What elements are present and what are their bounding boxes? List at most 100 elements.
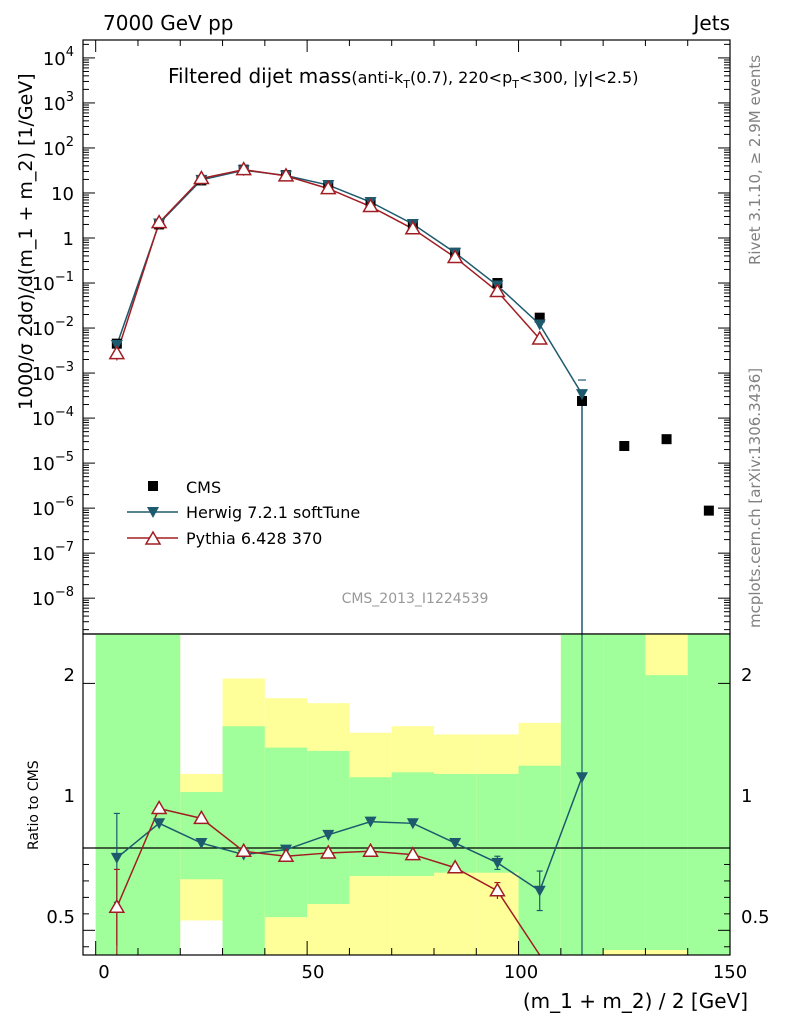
pythia-point	[150, 214, 168, 229]
main-y-tick-label: 10−5	[32, 450, 74, 475]
rivet-label: Rivet 3.1.10, ≥ 2.9M events	[746, 55, 764, 265]
main-series	[108, 161, 714, 634]
ratio-band-inner	[518, 765, 561, 955]
ratio-band-inner	[433, 773, 477, 873]
legend-pythia-label: Pythia 6.428 370	[186, 529, 322, 548]
x-tick-label-100: 100	[504, 962, 538, 983]
pythia-point	[108, 345, 126, 360]
main-y-tick-label: 10−4	[32, 405, 74, 430]
legend-herwig-marker	[147, 507, 159, 518]
legend-cms-marker	[148, 481, 158, 491]
main-y-tick-label: 10−2	[32, 315, 74, 340]
title-sub-sub2: T	[511, 78, 519, 91]
x-tick-label-0: 0	[98, 962, 109, 983]
pythia-ratio-point	[150, 800, 168, 815]
main-y-tick-label: 10−8	[32, 585, 74, 610]
pythia-point	[235, 161, 252, 176]
pythia-point	[489, 282, 506, 298]
ratio-y-label-right-3: 2	[741, 665, 752, 686]
ratio-y-label-3: 2	[64, 665, 75, 686]
herwig-ratio-point	[533, 885, 546, 897]
pythia-ratio-point	[362, 842, 379, 858]
ratio-plot: 0.5 1 2 0.5 1 2 Ratio to CMS 0 50 100 15…	[26, 633, 770, 1013]
herwig-ratio-point	[449, 838, 462, 850]
main-y-tick-label: 104	[43, 45, 74, 70]
main-axis-ticks	[83, 40, 731, 631]
legend: CMS Herwig 7.2.1 softTune Pythia 6.428 3…	[127, 478, 360, 548]
cms-point	[619, 440, 630, 451]
pythia-point	[446, 248, 464, 264]
legend-pythia-marker	[144, 530, 162, 545]
ratio-y-label-right-2: 1	[741, 786, 752, 807]
ratio-y-label-right-1: 0.5	[741, 907, 770, 928]
ratio-band-inner	[645, 675, 688, 951]
herwig-line	[116, 169, 583, 395]
pythia-ratio-point	[193, 809, 210, 825]
herwig-ratio-point	[575, 772, 588, 784]
title-sub: (anti-k	[351, 68, 404, 87]
ratio-band-inner	[307, 750, 350, 904]
main-y-tick-label: 10	[51, 184, 74, 205]
main-y-tick-label: 10−7	[32, 540, 74, 565]
herwig-point	[533, 319, 546, 331]
herwig-ratio-point	[322, 829, 335, 841]
herwig-ratio-point	[195, 838, 208, 850]
cms-point	[703, 505, 714, 516]
main-y-tick-label: 10−6	[32, 495, 74, 520]
pythia-ratio-point	[235, 842, 252, 858]
ratio-series	[108, 634, 588, 956]
main-y-axis-label: 1000/σ 2dσ)/d(m_1 + m_2) [1/GeV]	[15, 73, 37, 410]
pythia-ratio-point	[319, 844, 337, 859]
herwig-ratio-point	[153, 818, 166, 830]
main-y-tick-labels: 10410310210110−110−210−310−410−510−610−7…	[32, 45, 74, 610]
ratio-y-axis-label: Ratio to CMS	[26, 760, 42, 850]
chart-title: Filtered dijet mass(anti-kT(0.7), 220<pT…	[168, 64, 638, 91]
main-frame	[82, 39, 731, 635]
pythia-ratio-point	[404, 846, 422, 861]
pythia-point	[277, 167, 295, 182]
ratio-y-label-1: 0.5	[46, 907, 75, 928]
herwig-ratio-point	[110, 852, 123, 864]
pythia-ratio-point	[446, 859, 464, 874]
ratio-band-inner	[687, 634, 730, 955]
ratio-frame	[82, 633, 731, 956]
pythia-line	[116, 168, 541, 354]
title-sub-mid: (0.7), 220<p	[410, 68, 512, 87]
ratio-bands	[95, 634, 730, 955]
pythia-point	[362, 198, 379, 213]
ratio-y-label-2: 1	[64, 786, 75, 807]
mcplots-label: mcplots.cern.ch [arXiv:1306.3436]	[746, 368, 764, 628]
main-y-tick-label: 102	[43, 135, 74, 160]
herwig-ratio-point	[406, 818, 419, 830]
herwig-ratio-line	[116, 776, 583, 892]
title-main: Filtered dijet mass	[168, 64, 351, 88]
herwig-point	[575, 389, 588, 401]
pythia-point	[531, 330, 549, 345]
pythia-ratio-point	[277, 847, 295, 862]
ratio-band-inner	[137, 634, 181, 955]
pythia-ratio-point	[108, 898, 126, 914]
ratio-band-inner	[264, 747, 308, 918]
title-sub-end: <300, |y|<2.5)	[519, 68, 638, 87]
cms-point	[661, 434, 672, 445]
header-left: 7000 GeV pp	[103, 11, 234, 35]
cms-point	[534, 312, 545, 323]
header-right: Jets	[692, 11, 730, 35]
main-y-tick-label: 1	[63, 229, 74, 250]
pythia-point	[404, 220, 422, 235]
x-tick-label-50: 50	[302, 962, 325, 983]
legend-cms-label: CMS	[186, 478, 221, 497]
ratio-band-inner	[603, 634, 646, 951]
pythia-point	[319, 180, 337, 195]
x-axis-label: (m_1 + m_2) / 2 [GeV]	[523, 989, 748, 1013]
pythia-point	[193, 169, 210, 185]
title-sub-sub: T	[402, 78, 410, 91]
x-tick-label-150: 150	[713, 962, 747, 983]
legend-herwig-label: Herwig 7.2.1 softTune	[186, 503, 360, 522]
main-y-tick-label: 10−1	[32, 270, 74, 295]
ratio-axis-ticks	[83, 682, 731, 955]
main-y-tick-label: 10−3	[32, 360, 74, 385]
watermark: CMS_2013_I1224539	[342, 591, 489, 607]
herwig-ratio-point	[491, 857, 504, 869]
